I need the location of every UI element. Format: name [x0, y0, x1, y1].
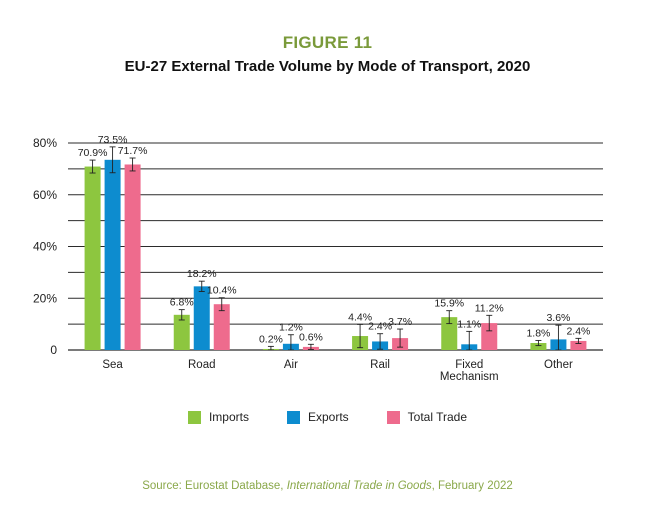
bar-total-trade	[213, 304, 230, 350]
bar-imports	[530, 343, 547, 350]
data-label: 18.2%	[187, 268, 217, 280]
data-label: 11.2%	[475, 302, 504, 314]
data-label: 6.8%	[170, 297, 194, 309]
figure-label: FIGURE 11	[282, 33, 373, 52]
y-tick-label: 20%	[33, 291, 57, 305]
bar-total-trade	[570, 340, 587, 350]
chart-title: EU-27 External Trade Volume by Mode of T…	[124, 58, 531, 75]
data-label: 1.1%	[457, 318, 481, 330]
x-tick-label: Air	[284, 359, 298, 371]
bar-imports	[84, 166, 101, 350]
legend-swatch	[187, 410, 201, 424]
data-label: 1.8%	[526, 327, 550, 339]
bar-exports	[193, 286, 210, 350]
data-label: 15.9%	[434, 298, 464, 310]
legend-swatch	[286, 410, 300, 424]
legend-swatch	[386, 410, 400, 424]
source-prefix: Source: Eurostat Database,	[142, 480, 287, 492]
bar-exports	[104, 159, 121, 350]
legend-label: Imports	[208, 410, 249, 424]
data-label: 70.9%	[78, 147, 108, 159]
data-label: 0.2%	[259, 333, 283, 345]
x-tick-label: Fixed	[455, 359, 483, 371]
data-label: 3.6%	[546, 312, 570, 324]
x-tick-label: Other	[544, 359, 573, 371]
data-label: 2.4%	[566, 325, 590, 337]
bar-chart: 0 20% 40% 60% 80% 70.9%73.5%71.7% Sea 6.8% 18.2%…	[33, 134, 603, 383]
data-label: 2.4%	[368, 321, 392, 333]
source-suffix: , February 2022	[431, 480, 513, 492]
y-tick-label: 60%	[33, 188, 57, 202]
data-label: 4.4%	[348, 311, 372, 323]
y-tick-label: 80%	[33, 136, 57, 150]
bar-total-trade	[481, 323, 498, 350]
data-label: 10.4%	[207, 285, 237, 297]
y-tick-label: 40%	[33, 240, 57, 254]
legend: Imports Exports Total Trade	[0, 410, 655, 424]
data-label: 1.2%	[279, 322, 303, 334]
data-label: 0.6%	[299, 331, 323, 343]
y-tick-label: 0	[50, 343, 57, 357]
bar-total-trade	[124, 164, 141, 350]
legend-label: Exports	[307, 410, 349, 424]
legend-entry: Exports	[286, 410, 349, 424]
source-italic: International Trade in Goods	[286, 480, 432, 492]
bar-imports	[441, 317, 458, 350]
data-label: 73.5%	[98, 134, 128, 146]
x-tick-label: Mechanism	[440, 371, 499, 383]
legend-label: Total Trade	[407, 410, 468, 424]
x-tick-label: Rail	[370, 359, 390, 371]
x-tick-label: Sea	[102, 359, 123, 371]
x-tick-label: Road	[188, 359, 216, 371]
data-label: 71.7%	[118, 145, 148, 157]
legend-entry: Imports	[187, 410, 249, 424]
bar-imports	[173, 314, 190, 350]
source-note: Source: Eurostat Database, International…	[0, 480, 655, 492]
legend-entry: Total Trade	[386, 410, 468, 424]
data-label: 3.7%	[388, 316, 412, 328]
